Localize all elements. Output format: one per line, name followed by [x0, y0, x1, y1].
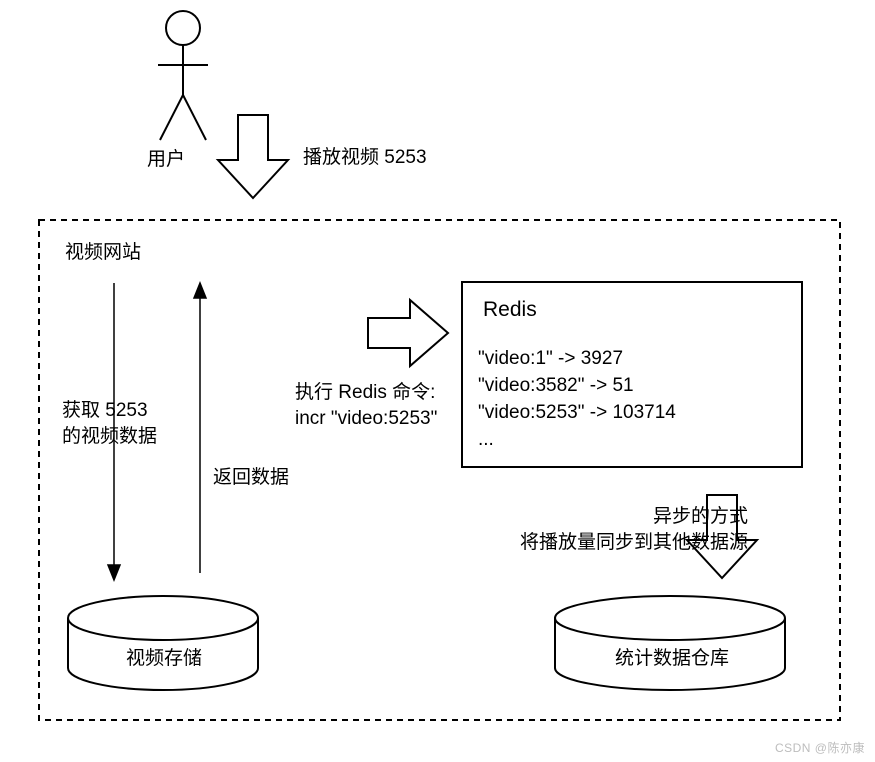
redis-line-2: "video:5253" -> 103714 [478, 400, 676, 426]
container-label: 视频⽹站 [65, 240, 141, 266]
actor-label: 用户 [147, 147, 185, 173]
fetch-label: 获取 5253 的视频数据 [62, 398, 157, 449]
arrow-thin-up [194, 283, 206, 573]
data-warehouse-label: 统计数据仓库 [615, 646, 729, 672]
redis-line-3: ... [478, 427, 494, 453]
arrow-down-play [218, 115, 288, 198]
cylinder-video-storage [68, 596, 258, 690]
arrow-play-label: 播放视频 5253 [303, 145, 427, 171]
actor-icon [158, 11, 208, 140]
redis-title: Redis [483, 296, 537, 324]
video-storage-label: 视频存储 [126, 646, 202, 672]
return-label: 返回数据 [213, 465, 289, 491]
redis-line-0: "video:1" -> 3927 [478, 346, 623, 372]
redis-line-1: "video:3582" -> 51 [478, 373, 634, 399]
diagram-canvas: 用户 播放视频 5253 视频⽹站 执⾏ Redis 命令: incr "vid… [0, 0, 875, 762]
arrow-right-redis [368, 300, 448, 366]
cylinder-data-warehouse [555, 596, 785, 690]
sync-label: 异步的⽅式 将播放量同步到其他数据源 [520, 504, 748, 555]
redis-cmd-label: 执⾏ Redis 命令: incr "video:5253" [295, 380, 437, 431]
watermark: CSDN @陈亦康 [775, 739, 865, 756]
